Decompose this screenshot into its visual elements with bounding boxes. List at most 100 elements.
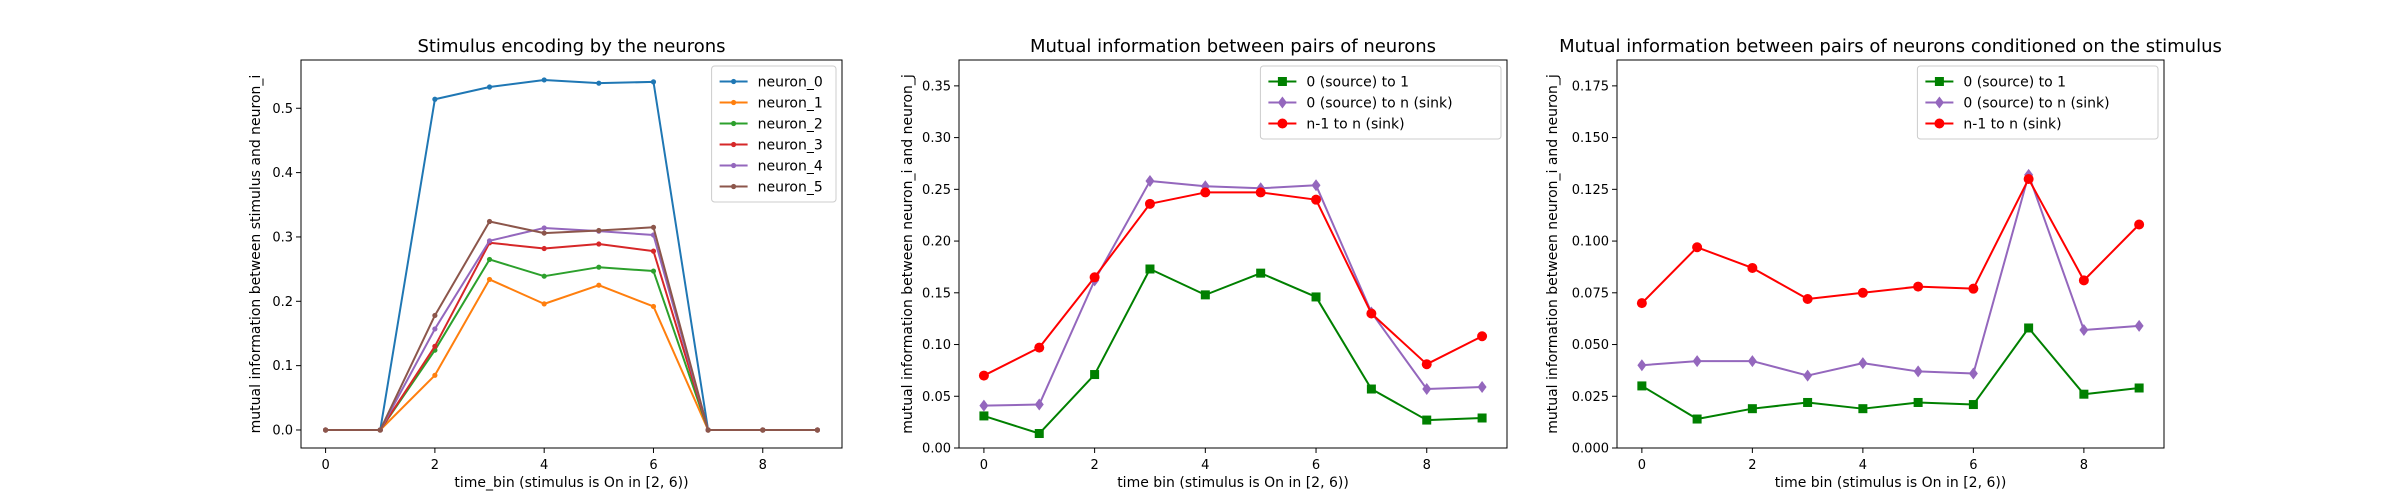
x-axis-label: time bin (stimulus is On in [2, 6)) — [1117, 475, 1349, 491]
y-tick-label: 0.0 — [272, 423, 293, 438]
data-point — [1034, 429, 1044, 439]
data-point — [1090, 370, 1100, 380]
data-point — [322, 427, 329, 433]
legend-label: neuron_5 — [758, 180, 823, 196]
legend-item: 0 (source) to n (sink) — [1925, 96, 2110, 112]
data-point — [432, 312, 438, 319]
data-point — [650, 79, 657, 85]
data-point — [978, 370, 989, 381]
data-point — [1200, 290, 1210, 300]
x-tick-label: 8 — [2080, 458, 2088, 473]
data-point — [1034, 398, 1044, 411]
data-point — [432, 372, 438, 378]
data-point — [541, 301, 547, 307]
data-point — [1089, 272, 1100, 283]
chart-title: Mutual information between pairs of neur… — [1030, 36, 1436, 57]
data-point — [1311, 194, 1322, 205]
plot-area-frame — [958, 59, 1508, 449]
legend-label: 0 (source) to n (sink) — [1963, 96, 2109, 112]
y-tick-label: 0.075 — [1572, 286, 1609, 301]
chart-panel-3: Mutual information between pairs of neur… — [1545, 36, 2222, 491]
series-n-1-to-n-sink — [978, 187, 1488, 381]
data-point — [760, 427, 766, 433]
legend-box — [1916, 65, 2159, 140]
data-point — [1803, 397, 1813, 407]
y-tick-label: 0.3 — [272, 230, 293, 245]
data-point — [814, 427, 821, 433]
series-0-source-to-1 — [1637, 323, 2144, 424]
data-point — [650, 303, 657, 310]
legend-label: neuron_1 — [758, 96, 823, 112]
legend-box — [1259, 65, 1502, 140]
series-n-1-to-n-sink — [1636, 173, 2145, 309]
data-point — [541, 245, 547, 252]
y-tick-label: 0.30 — [922, 131, 951, 146]
legend-label: neuron_4 — [758, 159, 823, 175]
data-point — [1913, 397, 1923, 407]
series-line — [983, 180, 1483, 407]
x-tick-label: 4 — [1859, 458, 1867, 473]
data-point — [2134, 319, 2144, 332]
data-point — [2134, 383, 2144, 393]
series-line — [325, 220, 818, 431]
legend-label: 0 (source) to 1 — [1963, 75, 2066, 91]
x-tick-label: 4 — [1201, 458, 1209, 473]
y-tick-label: 0.000 — [1572, 442, 1609, 457]
legend-marker — [1934, 77, 1944, 86]
legend-item: neuron_1 — [719, 96, 823, 112]
chart-panel-1: Stimulus encoding by the neurons time_bi… — [248, 36, 843, 491]
data-point — [596, 264, 602, 270]
data-point — [1256, 268, 1266, 278]
y-tick-label: 0.35 — [922, 79, 951, 94]
legend-item: n-1 to n (sink) — [1268, 117, 1405, 133]
data-point — [1747, 404, 1757, 414]
legend-marker — [1277, 118, 1288, 129]
legend-item: 0 (source) to n (sink) — [1268, 96, 1453, 112]
x-tick-label: 6 — [1312, 458, 1320, 473]
legend: 0 (source) to 1 0 (source) to n (sink) n-1… — [1916, 65, 2159, 140]
y-tick-label: 0.4 — [272, 166, 293, 181]
data-point — [979, 411, 989, 421]
x-tick-label: 6 — [1969, 458, 1977, 473]
y-tick-label: 0.15 — [922, 286, 951, 301]
legend-marker — [731, 120, 737, 127]
y-tick-label: 0.025 — [1572, 390, 1609, 405]
x-tick-label: 4 — [540, 458, 548, 473]
legend-label: neuron_3 — [758, 138, 823, 154]
data-point — [1692, 355, 1702, 368]
legend-marker — [1934, 118, 1945, 129]
data-point — [1477, 331, 1488, 342]
x-tick-label: 0 — [321, 458, 329, 473]
data-point — [650, 248, 657, 254]
y-tick-label: 0.25 — [922, 183, 951, 198]
data-point — [596, 80, 602, 86]
data-point — [432, 343, 438, 349]
data-point — [1637, 381, 1647, 391]
chart-panel-2: Mutual information between pairs of neur… — [900, 36, 1508, 491]
data-point — [2024, 323, 2034, 333]
series-line — [1641, 326, 2140, 421]
x-tick-label: 8 — [759, 458, 767, 473]
data-point — [1477, 380, 1487, 393]
x-tick-label: 0 — [980, 458, 988, 473]
data-point — [1636, 298, 1647, 309]
data-point — [2023, 173, 2034, 184]
data-point — [1747, 355, 1757, 368]
data-point — [486, 276, 493, 283]
legend-marker — [731, 141, 737, 148]
x-tick-label: 2 — [1090, 458, 1098, 473]
legend-marker — [731, 183, 737, 190]
legend-label: 0 (source) to 1 — [1306, 75, 1409, 91]
series-0-source-to-1 — [979, 264, 1487, 439]
data-point — [1858, 357, 1868, 370]
data-point — [1255, 187, 1266, 198]
x-tick-label: 6 — [649, 458, 657, 473]
data-point — [650, 224, 657, 230]
data-point — [2079, 389, 2089, 399]
chart-title: Stimulus encoding by the neurons — [417, 36, 725, 57]
data-point — [432, 326, 438, 332]
data-point — [1366, 308, 1377, 319]
data-point — [541, 230, 547, 236]
legend-marker — [1277, 96, 1287, 109]
series-0-source-to-n-sink — [1637, 168, 2144, 382]
